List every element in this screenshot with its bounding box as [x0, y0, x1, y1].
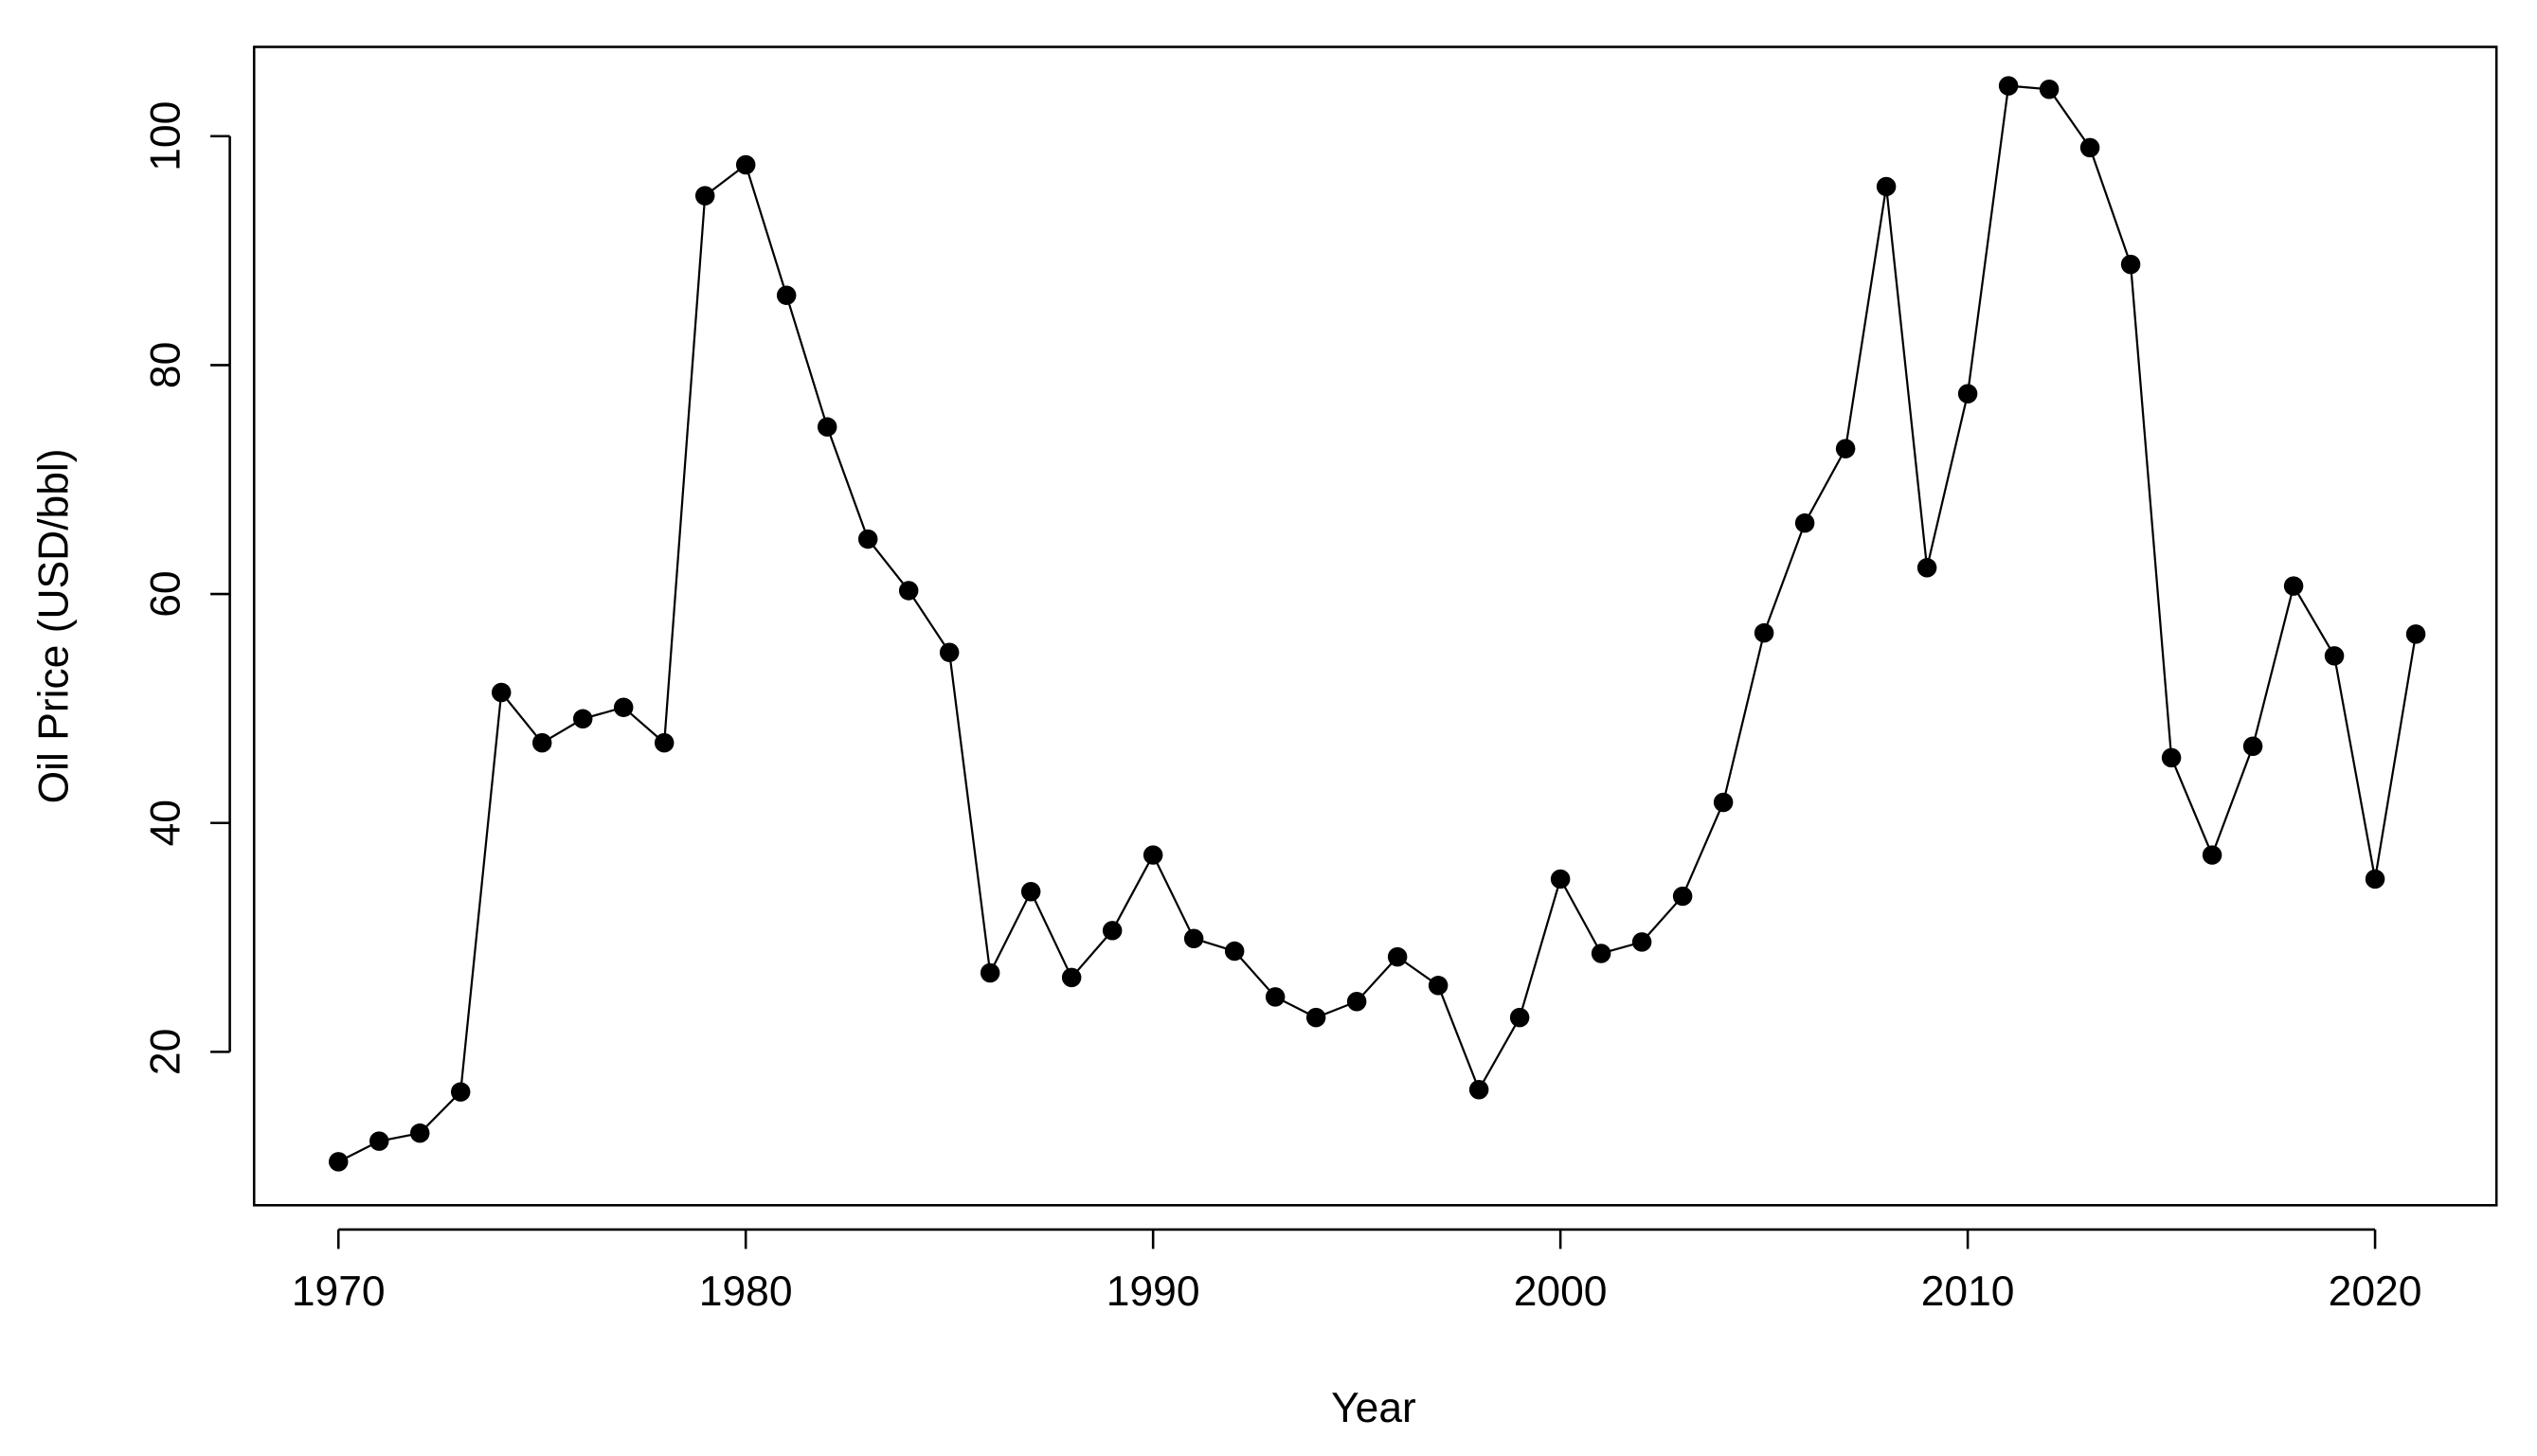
- data-point: [1061, 967, 1082, 988]
- data-point: [2365, 869, 2385, 890]
- data-point: [2039, 79, 2060, 99]
- data-point: [1305, 1007, 1326, 1028]
- data-point: [1509, 1007, 1530, 1028]
- data-point: [1957, 384, 1978, 404]
- data-point: [1346, 991, 1367, 1012]
- data-point: [369, 1131, 389, 1151]
- data-point: [898, 581, 919, 601]
- data-point: [1428, 976, 1448, 996]
- x-tick-label: 1970: [292, 1268, 386, 1315]
- data-point: [1876, 176, 1897, 197]
- y-axis-label: Oil Price (USD/bbl): [31, 448, 78, 803]
- x-tick-label: 2010: [1921, 1268, 2015, 1315]
- data-point: [1794, 512, 1815, 533]
- data-point: [776, 285, 797, 305]
- x-axis-label: Year: [1331, 1385, 1416, 1431]
- data-point: [1916, 558, 1937, 578]
- data-point: [1020, 881, 1041, 902]
- x-tick-label: 1990: [1107, 1268, 1200, 1315]
- data-point: [2079, 137, 2100, 158]
- data-point: [328, 1152, 349, 1172]
- data-point: [1387, 946, 1408, 967]
- x-tick-label: 1980: [699, 1268, 793, 1315]
- data-point: [939, 642, 960, 662]
- data-point: [409, 1123, 430, 1143]
- data-line: [337, 84, 2418, 1163]
- data-point: [1713, 792, 1734, 813]
- data-point: [1265, 987, 1286, 1007]
- data-point: [654, 732, 675, 753]
- data-point: [1183, 928, 1204, 949]
- data-point: [735, 154, 756, 175]
- data-point: [2202, 845, 2222, 865]
- data-point: [980, 962, 1000, 983]
- data-point: [1631, 932, 1652, 952]
- data-point: [1550, 869, 1571, 890]
- y-tick-label: 80: [142, 342, 189, 388]
- data-point: [572, 709, 593, 729]
- data-point: [2405, 624, 2426, 644]
- data-point: [2324, 646, 2345, 666]
- data-point: [2283, 576, 2304, 596]
- y-tick-label: 40: [142, 800, 189, 846]
- data-point: [491, 682, 512, 703]
- y-tick-label: 100: [142, 101, 189, 171]
- data-point: [817, 417, 837, 437]
- y-tick-label: 20: [142, 1029, 189, 1075]
- data-point: [531, 732, 552, 753]
- data-point: [1672, 886, 1693, 907]
- data-point: [1835, 439, 1856, 458]
- data-point: [613, 697, 634, 717]
- y-tick-label: 60: [142, 570, 189, 617]
- data-point: [857, 529, 878, 549]
- data-point: [1754, 622, 1774, 643]
- plot-frame: [252, 45, 2498, 1207]
- data-point: [694, 186, 715, 206]
- data-point: [2242, 736, 2263, 757]
- data-point: [1102, 921, 1123, 941]
- data-point: [450, 1082, 471, 1102]
- x-tick-label: 2020: [2329, 1268, 2422, 1315]
- data-point: [2161, 747, 2182, 768]
- data-point: [1998, 76, 2019, 96]
- data-point: [2120, 254, 2141, 275]
- data-point: [1143, 845, 1163, 865]
- x-tick-label: 2000: [1514, 1268, 1608, 1315]
- data-point: [1224, 941, 1245, 962]
- data-point: [1591, 944, 1611, 963]
- data-point: [1468, 1080, 1489, 1100]
